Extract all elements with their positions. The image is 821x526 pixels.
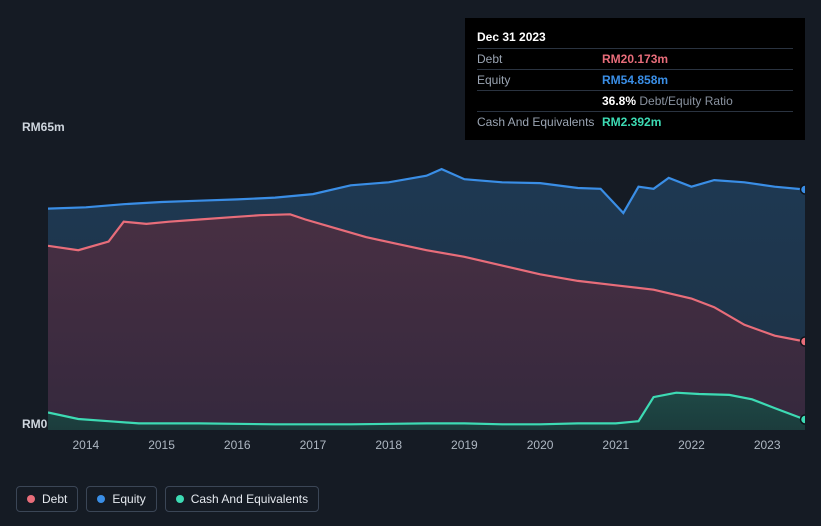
info-row-value: RM20.173m <box>602 52 668 66</box>
info-row-value: 36.8% Debt/Equity Ratio <box>602 94 733 108</box>
legend-label: Equity <box>112 492 145 506</box>
info-date: Dec 31 2023 <box>477 26 793 48</box>
info-row: DebtRM20.173m <box>477 48 793 69</box>
cash-legend-dot <box>176 495 184 503</box>
legend-item-equity[interactable]: Equity <box>86 486 156 512</box>
financial-chart[interactable] <box>48 120 805 430</box>
info-row-label: Equity <box>477 73 602 87</box>
info-row-label: Debt <box>477 52 602 66</box>
x-tick-label: 2023 <box>729 438 805 452</box>
cash-end-marker <box>801 415 806 424</box>
x-tick-label: 2021 <box>578 438 654 452</box>
info-row: EquityRM54.858m <box>477 69 793 90</box>
x-tick-label: 2014 <box>48 438 124 452</box>
chart-area: RM65m RM0 201420152016201720182019202020… <box>16 120 805 452</box>
legend: Debt Equity Cash And Equivalents <box>16 486 319 512</box>
x-tick-label: 2020 <box>502 438 578 452</box>
x-tick-label: 2018 <box>351 438 427 452</box>
equity-end-marker <box>801 185 806 194</box>
info-row: 36.8% Debt/Equity Ratio <box>477 90 793 111</box>
info-row-value: RM54.858m <box>602 73 668 87</box>
info-row-label <box>477 94 602 108</box>
equity-legend-dot <box>97 495 105 503</box>
legend-label: Cash And Equivalents <box>191 492 308 506</box>
x-tick-label: 2015 <box>124 438 200 452</box>
y-axis-max: RM65m <box>22 120 65 134</box>
y-axis-min: RM0 <box>22 417 47 431</box>
x-tick-label: 2016 <box>199 438 275 452</box>
x-tick-label: 2019 <box>427 438 503 452</box>
debt-legend-dot <box>27 495 35 503</box>
legend-item-cash-and-equivalents[interactable]: Cash And Equivalents <box>165 486 319 512</box>
legend-label: Debt <box>42 492 67 506</box>
x-tick-label: 2022 <box>654 438 730 452</box>
x-tick-label: 2017 <box>275 438 351 452</box>
x-axis-labels: 2014201520162017201820192020202120222023 <box>48 438 805 452</box>
legend-item-debt[interactable]: Debt <box>16 486 78 512</box>
debt-end-marker <box>801 337 806 346</box>
